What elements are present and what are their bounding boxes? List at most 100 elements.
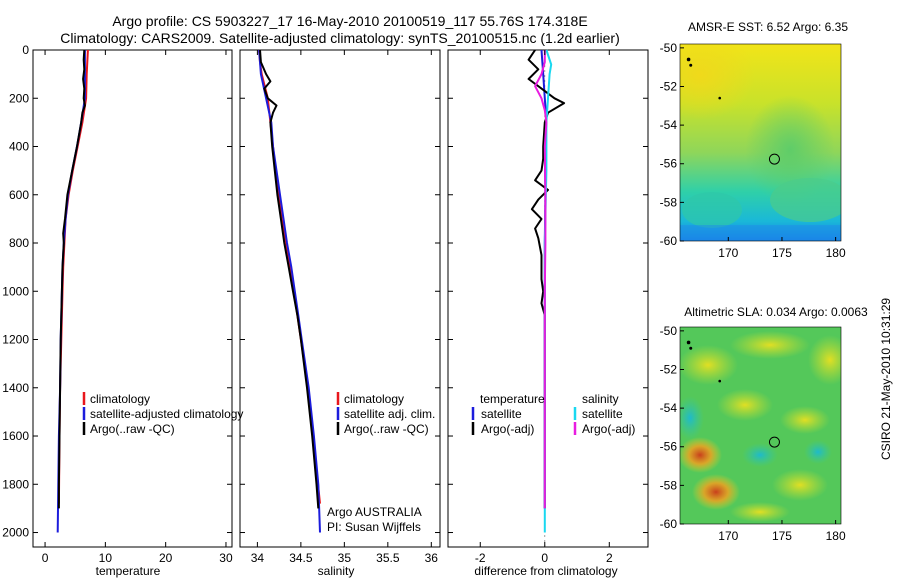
sla-xtick-label-2: 180: [826, 529, 846, 543]
temperature-legend-argo: Argo(..raw -QC): [90, 422, 175, 436]
sst-ytick-label-0: -50: [660, 41, 678, 55]
difference-legend-temperature-title: temperature: [480, 392, 545, 406]
temp-xtick-label-3: 30: [219, 551, 233, 565]
temp-series-2: [57, 49, 86, 509]
salinity-annotation-argo-australia: Argo AUSTRALIA: [327, 505, 422, 519]
temperature-legend-satellite: satellite-adjusted climatology: [90, 407, 243, 421]
figure-title-line-1: Argo profile: CS 5903227_17 16-May-2010 …: [112, 13, 587, 29]
temperature-legend: climatology satellite-adjusted climatolo…: [82, 392, 243, 436]
diff-series-3: [534, 50, 548, 509]
temp-xtick-label-0: 0: [42, 551, 49, 565]
sst-ytick-label-5: -60: [660, 234, 678, 248]
sla-ytick-label-3: -56: [660, 440, 678, 454]
sla-track-dot-2: [689, 346, 693, 350]
difference-legend-salt-satellite: satellite: [582, 407, 623, 421]
sst-heatmap: [680, 44, 841, 241]
sst-argo-position-marker: [768, 153, 780, 165]
temp-xtick-label-2: 20: [159, 551, 173, 565]
sst-ytick-label-3: -56: [660, 157, 678, 171]
depth-tick-label-6: 1200: [2, 333, 29, 347]
salinity-legend-climatology: climatology: [344, 392, 404, 406]
sst-ytick-label-2: -54: [660, 118, 678, 132]
depth-tick-label-4: 800: [9, 236, 29, 250]
sla-ytick-label-1: -52: [660, 362, 678, 376]
temperature-legend-climatology: climatology: [90, 392, 150, 406]
sst-map-panel: AMSR-E SST: 6.52 Argo: 6.35 170 175 180 -50…: [660, 20, 849, 260]
sla-ytick-label-5: -60: [660, 517, 678, 531]
temperature-profile-panel: 0 10 20 30 0 200 400 600 800 1000 1200 1400 1600 1800…: [2, 43, 243, 578]
depth-tick-label-7: 1400: [2, 381, 29, 395]
temp-xtick-label-1: 10: [99, 551, 113, 565]
sst-ytick-label-1: -52: [660, 79, 678, 93]
sst-cold-band: [680, 225, 841, 241]
sla-argo-position-marker: [768, 436, 780, 448]
depth-tick-label-8: 1600: [2, 429, 29, 443]
csiro-timestamp: CSIRO 21-May-2010 10:31:29: [879, 298, 893, 460]
depth-tick-label-1: 200: [9, 91, 29, 105]
salinity-legend-satellite: satellite adj. clim.: [344, 407, 435, 421]
salt-xtick-label-3: 35.5: [376, 551, 400, 565]
sst-green-patch: [745, 95, 835, 205]
diff-xtick-label-0: -2: [475, 551, 486, 565]
sla-heatmap: [680, 327, 841, 524]
sla-yellow-patch-5: [780, 406, 830, 434]
sla-high-patch-1: [680, 437, 722, 473]
sst-map-frame: [679, 43, 842, 242]
sst-track-dot-1: [686, 57, 691, 62]
sla-yellow-patch-2: [730, 331, 810, 359]
difference-legend-temp-argo: Argo(-adj): [481, 422, 534, 436]
sla-xtick-label-1: 175: [772, 529, 792, 543]
salinity-annotation-pi: PI: Susan Wijffels: [327, 520, 421, 534]
sst-cool-patch: [682, 192, 742, 228]
sla-high-patch-2: [692, 474, 740, 510]
sst-xtick-label-0: 170: [718, 246, 738, 260]
figure-title-line-2: Climatology: CARS2009. Satellite-adjuste…: [60, 30, 620, 46]
sla-yellow-patch-1: [680, 345, 738, 385]
sla-map-title: Altimetric SLA: 0.034 Argo: 0.0063: [684, 305, 868, 319]
sst-xtick-label-1: 175: [772, 246, 792, 260]
salt-series-1: [258, 49, 321, 533]
difference-legend-salinity-title: salinity: [582, 392, 619, 406]
sst-track-dot-3: [718, 96, 722, 100]
sla-yellow-patch-4: [717, 389, 773, 421]
sla-map-frame: [679, 326, 842, 525]
sla-yellow-patch-7: [730, 502, 790, 522]
salinity-legend: climatology satellite adj. clim. Argo(..…: [336, 392, 435, 436]
sla-xtick-label-0: 170: [718, 529, 738, 543]
depth-tick-label-5: 1000: [2, 284, 29, 298]
difference-profile-panel: -2 0 2 difference from climatology tempera…: [447, 49, 649, 578]
sla-track-dot-3: [718, 379, 722, 383]
sla-yellow-patch-6: [772, 469, 828, 501]
sla-low-patch-3: [680, 396, 704, 440]
salinity-profile-panel: 34 34.5 35 35.5 36 salinity climatology sate…: [239, 49, 441, 578]
sst-map-title: AMSR-E SST: 6.52 Argo: 6.35: [688, 20, 848, 34]
sla-ytick-label-2: -54: [660, 401, 678, 415]
difference-legend-salt-argo: Argo(-adj): [582, 422, 635, 436]
sla-ytick-label-0: -50: [660, 324, 678, 338]
salt-xtick-label-2: 35: [338, 551, 352, 565]
depth-tick-label-3: 600: [9, 188, 29, 202]
salinity-xlabel: salinity: [318, 564, 355, 578]
salt-series-2: [259, 49, 320, 509]
diff-xtick-label-1: 0: [541, 551, 548, 565]
sla-ytick-label-4: -58: [660, 478, 678, 492]
sst-ytick-label-4: -58: [660, 195, 678, 209]
depth-tick-label-10: 2000: [2, 526, 29, 540]
sla-track-dot-1: [686, 340, 691, 345]
sst-track-dot-2: [689, 63, 693, 67]
sla-low-patch-2: [742, 443, 778, 467]
salt-xtick-label-0: 34: [251, 551, 265, 565]
sst-warm-patch: [680, 44, 755, 120]
temperature-xlabel: temperature: [96, 564, 161, 578]
temperature-axes-frame: [32, 49, 233, 548]
sla-map-panel: Altimetric SLA: 0.034 Argo: 0.0063 170 17…: [660, 305, 868, 543]
sla-yellow-patch-3: [808, 335, 841, 385]
difference-legend-temp-satellite: satellite: [481, 407, 522, 421]
diff-xtick-label-2: 2: [606, 551, 613, 565]
sst-teal-patch: [770, 178, 841, 222]
difference-axes-frame: [447, 49, 649, 548]
salinity-legend-argo: Argo(..raw -QC): [344, 422, 429, 436]
difference-xlabel: difference from climatology: [474, 564, 617, 578]
depth-tick-label-9: 1800: [2, 477, 29, 491]
